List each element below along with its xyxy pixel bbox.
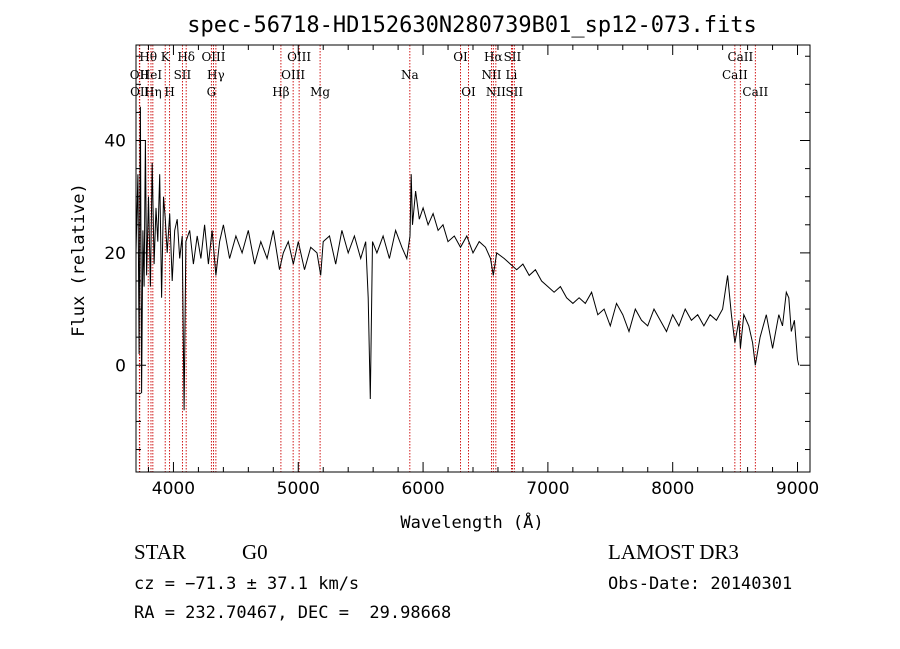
line-label: CaII bbox=[742, 85, 768, 99]
line-label: OIII bbox=[281, 68, 305, 82]
x-tick-label: 4000 bbox=[152, 479, 195, 499]
line-label: NII bbox=[481, 68, 501, 82]
x-tick-label: 9000 bbox=[776, 479, 819, 499]
line-label: Hθ bbox=[139, 50, 157, 64]
line-label: OI bbox=[461, 85, 476, 99]
line-label: Hδ bbox=[177, 50, 195, 64]
x-tick-label: 7000 bbox=[526, 479, 569, 499]
line-label: Na bbox=[401, 68, 419, 82]
line-label: Hγ bbox=[207, 68, 225, 82]
line-label: OII bbox=[130, 85, 150, 99]
x-tick-label: 8000 bbox=[651, 479, 694, 499]
line-label: Mg bbox=[310, 85, 330, 99]
line-label: CaII bbox=[727, 50, 753, 64]
line-label: Hα bbox=[484, 50, 503, 64]
line-label: G bbox=[207, 85, 217, 99]
x-axis-label: Wavelength (Å) bbox=[400, 511, 543, 533]
sky-coordinates: RA = 232.70467, DEC = 29.98668 bbox=[134, 603, 452, 623]
x-tick-label: 5000 bbox=[277, 479, 320, 499]
y-tick-label: 40 bbox=[104, 132, 126, 152]
line-markers bbox=[138, 45, 756, 472]
y-tick-label: 20 bbox=[104, 244, 126, 264]
line-label: OIII bbox=[287, 50, 311, 64]
chart-title: spec-56718-HD152630N280739B01_sp12-073.f… bbox=[187, 13, 757, 38]
line-label: SII bbox=[505, 85, 523, 99]
line-label: HeI bbox=[140, 68, 163, 82]
y-axis-ticks: 0 20 40 bbox=[104, 55, 810, 451]
line-label: OI bbox=[453, 50, 468, 64]
line-label: SII bbox=[174, 68, 192, 82]
redshift-value: cz = −71.3 ± 37.1 km/s bbox=[134, 574, 360, 594]
line-label: SII bbox=[504, 50, 522, 64]
plot-frame bbox=[135, 44, 811, 473]
spectrum-line bbox=[135, 106, 800, 411]
line-label: CaII bbox=[722, 68, 748, 82]
y-tick-label: 0 bbox=[115, 356, 126, 376]
x-axis-ticks: 4000 5000 6000 7000 8000 9000 bbox=[147, 45, 819, 499]
observation-date: Obs-Date: 20140301 bbox=[608, 574, 793, 594]
object-class: STAR bbox=[134, 540, 186, 564]
line-label: OII bbox=[130, 68, 150, 82]
line-label: OIII bbox=[201, 50, 225, 64]
y-axis-label: Flux (relative) bbox=[69, 183, 89, 337]
object-subclass: G0 bbox=[242, 540, 268, 564]
line-label: NII bbox=[486, 85, 506, 99]
line-label: Hη bbox=[144, 85, 162, 99]
line-label: Li bbox=[506, 68, 518, 82]
x-tick-label: 6000 bbox=[401, 479, 444, 499]
line-label: K bbox=[161, 50, 171, 64]
survey-name: LAMOST DR3 bbox=[608, 540, 739, 564]
line-label: Hβ bbox=[272, 85, 289, 99]
line-label: H bbox=[164, 85, 174, 99]
